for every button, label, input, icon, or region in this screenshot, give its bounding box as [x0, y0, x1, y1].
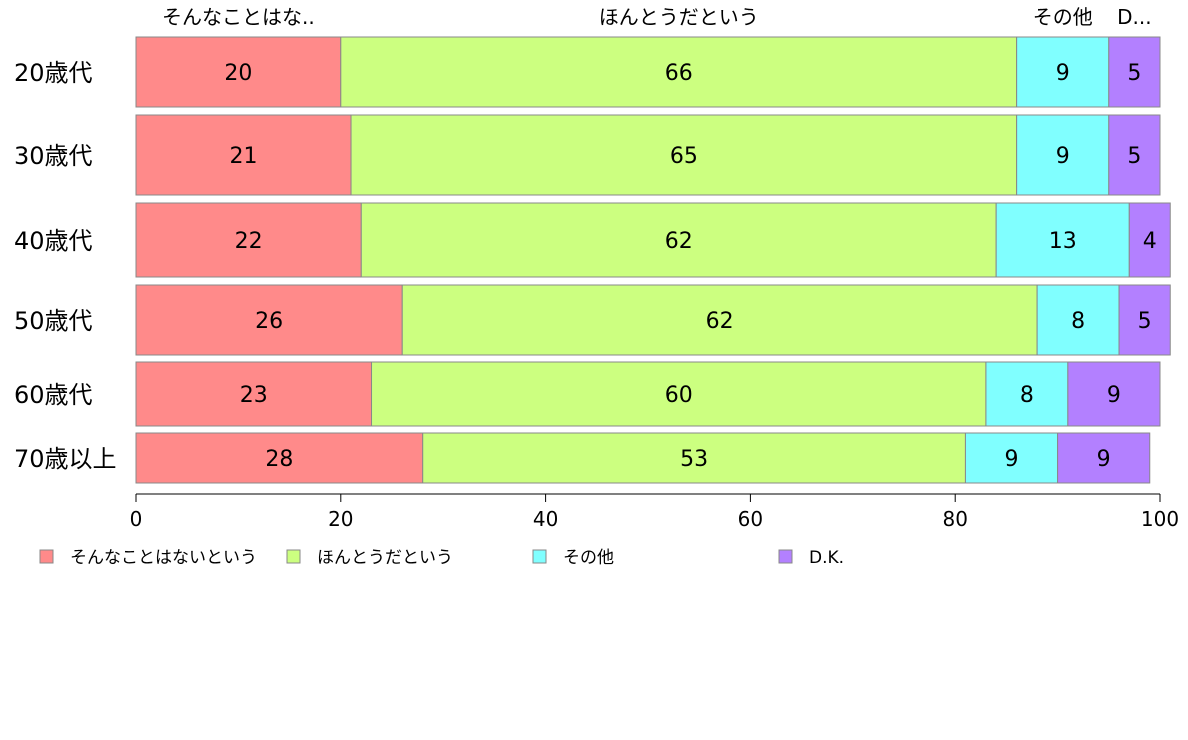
bar-value-label: 60 — [665, 383, 693, 408]
bar-value-label: 53 — [680, 447, 708, 472]
bar-value-label: 22 — [235, 229, 263, 254]
legend-label: ほんとうだという — [317, 548, 453, 568]
category-label: 60歳代 — [14, 381, 93, 409]
bar-value-label: 26 — [255, 309, 283, 334]
bar-segment — [1016, 36, 1110, 108]
bar-segment — [135, 114, 352, 196]
bar-segment — [360, 202, 997, 278]
x-tick-label: 40 — [533, 507, 558, 531]
bar-value-label: 62 — [706, 309, 734, 334]
bar-value-label: 28 — [265, 447, 293, 472]
bar-segment — [1108, 114, 1161, 196]
bar-value-label: 13 — [1049, 229, 1077, 254]
bar-value-label: 5 — [1127, 144, 1141, 169]
top-series-label: D... — [1117, 5, 1151, 29]
category-label: 50歳代 — [14, 307, 93, 335]
top-series-label: ほんとうだという — [599, 5, 759, 29]
legend-item: ほんとうだという — [286, 548, 453, 568]
legend-swatch — [532, 549, 547, 564]
x-tick-label: 80 — [942, 507, 967, 531]
legend-item: そんなことはないという — [39, 548, 257, 568]
bar-segment — [340, 36, 1018, 108]
legend-label: そんなことはないという — [70, 548, 257, 568]
bar-segment — [985, 361, 1069, 427]
bar-segment — [401, 284, 1038, 356]
bar-value-label: 21 — [230, 144, 258, 169]
legend-item: D.K. — [778, 548, 844, 568]
bar-value-label: 20 — [224, 61, 252, 86]
bar-segment — [1108, 36, 1161, 108]
bar-segment — [135, 432, 424, 484]
bar-segment — [135, 284, 403, 356]
bar-value-label: 9 — [1056, 144, 1070, 169]
bar-value-label: 8 — [1071, 309, 1085, 334]
legend-item: その他 — [532, 548, 614, 568]
bar-segment — [1118, 284, 1171, 356]
x-tick-label: 20 — [328, 507, 353, 531]
x-tick-label: 100 — [1141, 507, 1179, 531]
category-label: 40歳代 — [14, 227, 93, 255]
bar-value-label: 23 — [240, 383, 268, 408]
bar-segment — [422, 432, 966, 484]
bar-segment — [135, 361, 373, 427]
legend-swatch — [778, 549, 793, 564]
category-label: 30歳代 — [14, 142, 93, 170]
bar-value-label: 9 — [1097, 447, 1111, 472]
bar-segment — [135, 202, 362, 278]
legend-label: その他 — [563, 548, 614, 568]
bar-segment — [135, 36, 342, 108]
bar-segment — [964, 432, 1059, 484]
bar-value-label: 8 — [1020, 383, 1034, 408]
bar-value-label: 5 — [1127, 61, 1141, 86]
bar-value-label: 9 — [1005, 447, 1019, 472]
bar-value-label: 9 — [1056, 61, 1070, 86]
category-label: 20歳代 — [14, 59, 93, 87]
bar-value-label: 66 — [665, 61, 693, 86]
x-tick-label: 0 — [130, 507, 143, 531]
x-tick-label: 60 — [738, 507, 763, 531]
top-series-label: その他 — [1033, 5, 1093, 29]
bar-segment — [1128, 202, 1171, 278]
bar-segment — [350, 114, 1018, 196]
legend-label: D.K. — [809, 548, 844, 568]
bar-value-label: 5 — [1138, 309, 1152, 334]
bar-value-label: 9 — [1107, 383, 1121, 408]
category-label: 70歳以上 — [14, 445, 117, 473]
legend-swatch — [286, 549, 301, 564]
bar-value-label: 65 — [670, 144, 698, 169]
legend-swatch — [39, 549, 54, 564]
bar-segment — [1016, 114, 1110, 196]
bar-segment — [371, 361, 987, 427]
bar-segment — [1057, 432, 1151, 484]
top-series-label: そんなことはな.. — [162, 5, 315, 29]
bar-segment — [1067, 361, 1161, 427]
bar-value-label: 4 — [1143, 229, 1157, 254]
bar-value-label: 62 — [665, 229, 693, 254]
